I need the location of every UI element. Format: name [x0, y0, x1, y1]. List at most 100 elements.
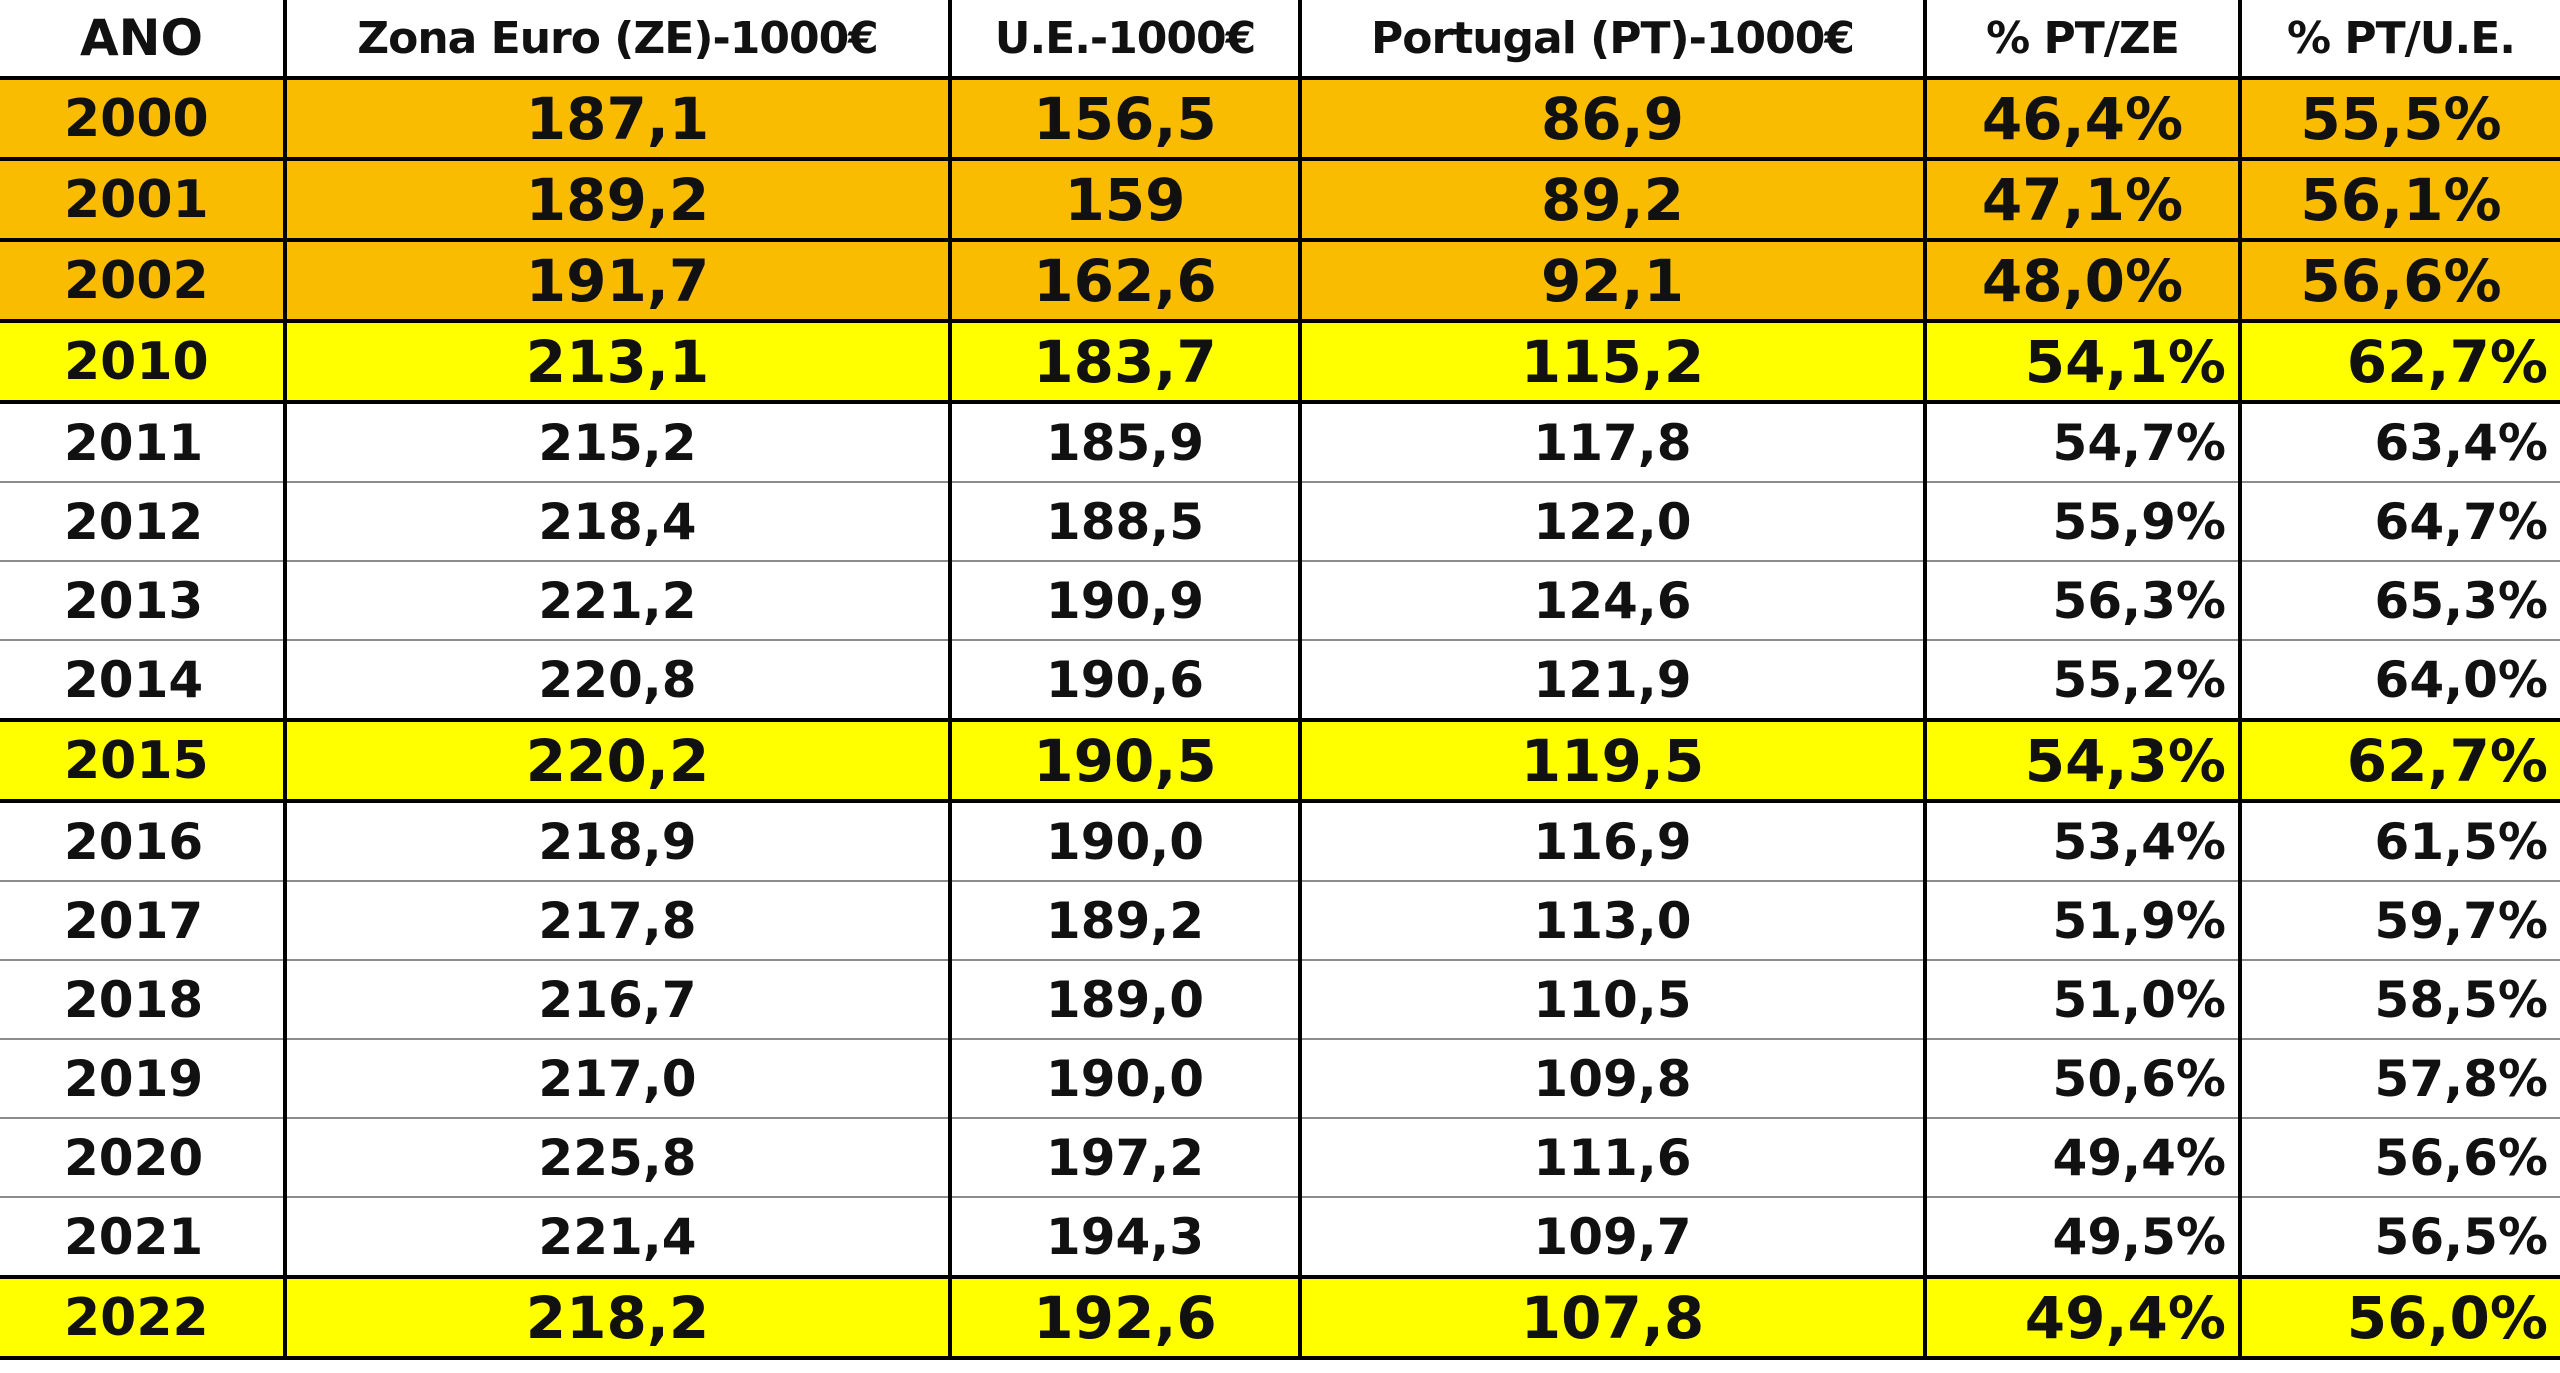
table-row: 2019 217,0 190,0 109,8 50,6% 57,8%: [0, 1038, 2560, 1119]
cell-ue: 194,3: [948, 1196, 1302, 1278]
cell-pct-pt-ze: 46,4%: [1923, 76, 2242, 161]
cell-ano: 2022: [0, 1275, 287, 1360]
cell-zona-euro: 187,1: [283, 76, 952, 161]
header-ue: U.E.-1000€: [948, 0, 1302, 80]
table-row: 2001 189,2 159 89,2 47,1% 56,1%: [0, 157, 2560, 242]
cell-ue: 159: [948, 157, 1302, 242]
cell-ano: 2020: [0, 1117, 287, 1198]
cell-ue: 190,5: [948, 718, 1302, 803]
cell-ue: 190,0: [948, 1038, 1302, 1119]
cell-portugal: 89,2: [1298, 157, 1927, 242]
cell-portugal: 119,5: [1298, 718, 1927, 803]
header-pct-pt-ue: % PT/U.E.: [2238, 0, 2560, 80]
cell-zona-euro: 220,8: [283, 639, 952, 721]
cell-zona-euro: 218,9: [283, 800, 952, 882]
cell-pct-pt-ue: 56,0%: [2238, 1275, 2560, 1360]
cell-ano: 2010: [0, 319, 287, 404]
cell-portugal: 109,7: [1298, 1196, 1927, 1278]
cell-ano: 2000: [0, 76, 287, 161]
table-row: 2013 221,2 190,9 124,6 56,3% 65,3%: [0, 560, 2560, 641]
cell-ano: 2021: [0, 1196, 287, 1278]
cell-zona-euro: 225,8: [283, 1117, 952, 1198]
cell-ue: 185,9: [948, 401, 1302, 483]
cell-ue: 156,5: [948, 76, 1302, 161]
header-zona-euro: Zona Euro (ZE)-1000€: [283, 0, 952, 80]
cell-pct-pt-ze: 49,4%: [1923, 1275, 2242, 1360]
cell-ano: 2002: [0, 238, 287, 323]
cell-pct-pt-ue: 56,5%: [2238, 1196, 2560, 1278]
cell-ue: 189,2: [948, 880, 1302, 961]
cell-portugal: 117,8: [1298, 401, 1927, 483]
cell-pct-pt-ze: 53,4%: [1923, 800, 2242, 882]
cell-pct-pt-ue: 63,4%: [2238, 401, 2560, 483]
cell-ano: 2017: [0, 880, 287, 961]
table-row: 2020 225,8 197,2 111,6 49,4% 56,6%: [0, 1117, 2560, 1198]
cell-ue: 183,7: [948, 319, 1302, 404]
cell-zona-euro: 217,0: [283, 1038, 952, 1119]
cell-zona-euro: 218,4: [283, 481, 952, 562]
cell-ano: 2012: [0, 481, 287, 562]
cell-portugal: 115,2: [1298, 319, 1927, 404]
cell-pct-pt-ze: 54,7%: [1923, 401, 2242, 483]
table-row: 2016 218,9 190,0 116,9 53,4% 61,5%: [0, 800, 2560, 882]
table-row: 2022 218,2 192,6 107,8 49,4% 56,0%: [0, 1275, 2560, 1360]
cell-portugal: 107,8: [1298, 1275, 1927, 1360]
table-row: 2015 220,2 190,5 119,5 54,3% 62,7%: [0, 718, 2560, 803]
cell-ue: 189,0: [948, 959, 1302, 1040]
cell-zona-euro: 191,7: [283, 238, 952, 323]
cell-portugal: 92,1: [1298, 238, 1927, 323]
cell-ue: 190,9: [948, 560, 1302, 641]
cell-pct-pt-ze: 55,9%: [1923, 481, 2242, 562]
table-row: 2010 213,1 183,7 115,2 54,1% 62,7%: [0, 319, 2560, 404]
cell-pct-pt-ze: 54,1%: [1923, 319, 2242, 404]
cell-portugal: 109,8: [1298, 1038, 1927, 1119]
cell-ano: 2011: [0, 401, 287, 483]
cell-portugal: 121,9: [1298, 639, 1927, 721]
table-row: 2021 221,4 194,3 109,7 49,5% 56,5%: [0, 1196, 2560, 1278]
cell-ue: 190,6: [948, 639, 1302, 721]
cell-pct-pt-ue: 56,6%: [2238, 1117, 2560, 1198]
cell-ano: 2019: [0, 1038, 287, 1119]
table-row: 2014 220,8 190,6 121,9 55,2% 64,0%: [0, 639, 2560, 721]
header-ano: ANO: [0, 0, 287, 80]
cell-pct-pt-ue: 64,0%: [2238, 639, 2560, 721]
cell-ano: 2001: [0, 157, 287, 242]
cell-pct-pt-ze: 48,0%: [1923, 238, 2242, 323]
cell-portugal: 86,9: [1298, 76, 1927, 161]
header-row: ANO Zona Euro (ZE)-1000€ U.E.-1000€ Port…: [0, 0, 2560, 80]
cell-zona-euro: 217,8: [283, 880, 952, 961]
cell-pct-pt-ze: 49,5%: [1923, 1196, 2242, 1278]
cell-portugal: 111,6: [1298, 1117, 1927, 1198]
table-body: 2000 187,1 156,5 86,9 46,4% 55,5% 2001 189,2 159…: [0, 76, 2560, 1360]
cell-ano: 2013: [0, 560, 287, 641]
cell-portugal: 110,5: [1298, 959, 1927, 1040]
cell-portugal: 122,0: [1298, 481, 1927, 562]
cell-pct-pt-ue: 59,7%: [2238, 880, 2560, 961]
cell-pct-pt-ue: 61,5%: [2238, 800, 2560, 882]
cell-portugal: 124,6: [1298, 560, 1927, 641]
cell-ano: 2015: [0, 718, 287, 803]
cell-pct-pt-ze: 50,6%: [1923, 1038, 2242, 1119]
cell-pct-pt-ue: 64,7%: [2238, 481, 2560, 562]
table-row: 2018 216,7 189,0 110,5 51,0% 58,5%: [0, 959, 2560, 1040]
cell-zona-euro: 221,4: [283, 1196, 952, 1278]
cell-zona-euro: 218,2: [283, 1275, 952, 1360]
cell-pct-pt-ue: 57,8%: [2238, 1038, 2560, 1119]
cell-ano: 2018: [0, 959, 287, 1040]
cell-ue: 197,2: [948, 1117, 1302, 1198]
cell-ue: 192,6: [948, 1275, 1302, 1360]
cell-ano: 2016: [0, 800, 287, 882]
cell-pct-pt-ze: 49,4%: [1923, 1117, 2242, 1198]
cell-pct-pt-ze: 51,9%: [1923, 880, 2242, 961]
cell-pct-pt-ue: 55,5%: [2238, 76, 2560, 161]
cell-zona-euro: 215,2: [283, 401, 952, 483]
cell-pct-pt-ue: 62,7%: [2238, 718, 2560, 803]
cell-pct-pt-ze: 55,2%: [1923, 639, 2242, 721]
cell-ue: 188,5: [948, 481, 1302, 562]
cell-zona-euro: 213,1: [283, 319, 952, 404]
table-row: 2011 215,2 185,9 117,8 54,7% 63,4%: [0, 401, 2560, 483]
cell-pct-pt-ze: 47,1%: [1923, 157, 2242, 242]
cell-ano: 2014: [0, 639, 287, 721]
cell-zona-euro: 216,7: [283, 959, 952, 1040]
